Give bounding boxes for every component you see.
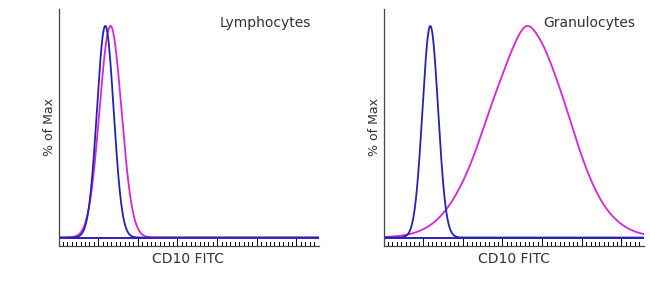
Y-axis label: % of Max: % of Max bbox=[43, 98, 56, 157]
X-axis label: CD10 FITC: CD10 FITC bbox=[153, 252, 224, 266]
Y-axis label: % of Max: % of Max bbox=[368, 98, 381, 157]
Text: Granulocytes: Granulocytes bbox=[543, 16, 636, 30]
Text: Lymphocytes: Lymphocytes bbox=[219, 16, 311, 30]
X-axis label: CD10 FITC: CD10 FITC bbox=[478, 252, 549, 266]
